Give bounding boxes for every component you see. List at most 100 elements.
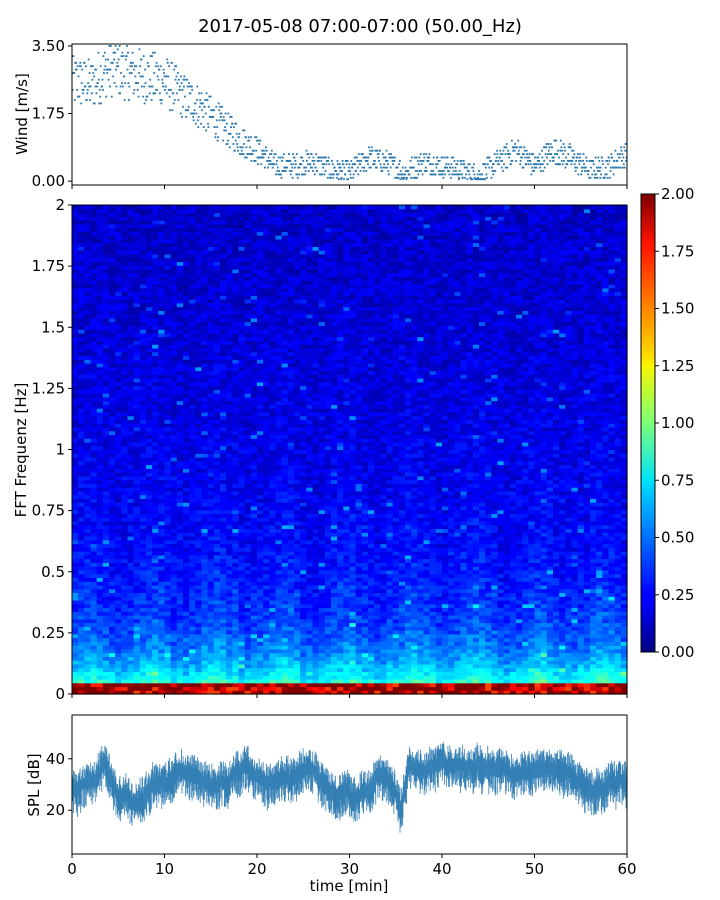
- spectrogram-cell: [115, 242, 122, 247]
- spectrogram-cell: [232, 235, 240, 240]
- wind-point: [304, 170, 307, 172]
- wind-point: [116, 65, 118, 68]
- spectrogram-cell: [195, 359, 203, 364]
- spectrogram-cell: [96, 283, 104, 289]
- spectrogram-cell: [84, 223, 92, 229]
- spectrogram-cell: [170, 460, 178, 466]
- spectrogram-cell: [244, 400, 252, 405]
- spectrogram-cell: [226, 502, 233, 507]
- spectrogram-cell: [189, 671, 196, 676]
- spectrogram-cell: [226, 396, 233, 402]
- spectrogram-cell: [195, 242, 203, 247]
- spectrogram-cell: [201, 520, 209, 526]
- spectrogram-cell: [78, 205, 85, 210]
- spectrogram-cell: [176, 235, 184, 240]
- spectrogram-cell: [176, 276, 184, 281]
- spectrogram-cell: [109, 479, 116, 484]
- spectrogram-cell: [189, 261, 196, 266]
- spectrogram-cell: [72, 362, 79, 368]
- spectrogram-cell: [146, 551, 153, 556]
- spectrogram-cell: [72, 607, 79, 612]
- spectrogram-cell: [195, 457, 203, 462]
- spectrogram-cell: [195, 400, 203, 405]
- spectrogram-cell: [226, 472, 233, 477]
- wind-point: [98, 102, 101, 105]
- spectrogram-cell: [115, 351, 122, 357]
- spectrogram-cell: [152, 566, 159, 571]
- spectrogram-cell: [102, 295, 110, 300]
- spectrogram-cell: [207, 517, 215, 522]
- spectrogram-cell: [195, 671, 203, 676]
- spectrogram-cell: [226, 660, 233, 665]
- spectrogram-cell: [84, 648, 92, 654]
- spectrogram-cell: [78, 261, 85, 266]
- wind-point: [193, 109, 196, 112]
- wind-point: [359, 170, 362, 172]
- spectrogram-cell: [220, 261, 227, 266]
- spectrogram-cell: [96, 291, 104, 296]
- spectrogram-cell: [201, 438, 209, 443]
- spectrogram-cell: [78, 686, 85, 691]
- spectrogram-cell: [207, 423, 215, 428]
- spectrogram-cell: [226, 547, 233, 552]
- spectrogram-cell: [127, 494, 135, 499]
- spectrogram-cell: [195, 355, 203, 360]
- wind-point: [267, 156, 270, 159]
- spectrogram-cell: [115, 404, 122, 409]
- spectrogram-cell: [226, 573, 233, 578]
- spectrogram-cell: [84, 690, 92, 695]
- wind-point: [109, 68, 112, 71]
- wind-point: [302, 173, 305, 176]
- spectrogram-cell: [220, 257, 227, 263]
- spectrogram-cell: [201, 404, 209, 409]
- spectrogram-cell: [72, 238, 79, 244]
- spectrogram-cell: [164, 569, 172, 575]
- spectrogram-cell: [213, 441, 221, 447]
- spectrogram-cell: [139, 344, 147, 349]
- wind-point: [526, 153, 528, 155]
- spectrogram-cell: [127, 490, 135, 496]
- wind-point: [443, 170, 445, 172]
- spectrogram-cell: [195, 532, 203, 537]
- spectrogram-cell: [207, 475, 215, 481]
- spectrogram-cell: [133, 419, 141, 424]
- wind-point: [446, 156, 449, 159]
- wind-point: [309, 163, 312, 166]
- wind-y-axis-label: Wind [m/s]: [13, 73, 31, 155]
- spectrogram-cell: [244, 370, 252, 375]
- spectrogram-cell: [213, 630, 221, 635]
- spectrogram-cell: [213, 524, 221, 530]
- spectrogram-cell: [238, 690, 246, 695]
- spectrogram-cell: [238, 603, 246, 609]
- wind-point: [165, 85, 167, 88]
- wind-point: [113, 58, 115, 61]
- spectrogram-cell: [109, 423, 116, 428]
- wind-point: [72, 55, 75, 57]
- spectrogram-cell: [213, 483, 221, 488]
- spectrogram-cell: [90, 468, 98, 473]
- spectrogram-cell: [78, 558, 85, 563]
- wind-point: [326, 176, 329, 179]
- wind-point: [303, 166, 306, 169]
- spectrogram-cell: [238, 246, 246, 251]
- spectrogram-cell: [195, 633, 203, 639]
- wind-point: [209, 95, 212, 98]
- wind-point: [482, 163, 485, 166]
- spectrogram-cell: [115, 566, 122, 571]
- wind-point: [148, 92, 151, 95]
- wind-point: [316, 160, 319, 162]
- spectrogram-cell: [133, 400, 141, 405]
- spectrogram-cell: [213, 351, 221, 357]
- spectrogram-cell: [146, 246, 153, 251]
- spectrogram-cell: [96, 603, 104, 609]
- spectrogram-cell: [115, 468, 122, 473]
- wind-point: [250, 160, 253, 162]
- wind-point: [293, 156, 296, 159]
- spectrogram-cell: [115, 637, 122, 642]
- spectrogram-cell: [176, 615, 184, 620]
- wind-point: [266, 160, 269, 162]
- spectrogram-cell: [220, 547, 227, 552]
- wind-point: [493, 153, 496, 155]
- spectrogram-cell: [152, 355, 159, 360]
- spectrogram-cell: [213, 378, 221, 383]
